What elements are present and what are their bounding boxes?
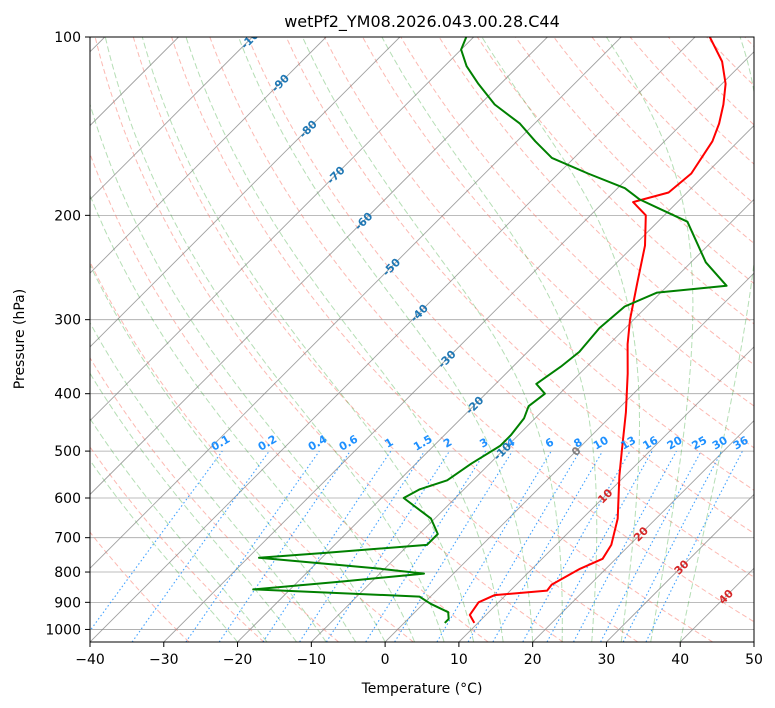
- x-tick-label: 10: [450, 652, 468, 668]
- dry-adiabat-line: [476, 37, 754, 325]
- moist-adiabat-line: [605, 37, 694, 642]
- mixing-ratio-line: [325, 450, 450, 642]
- y-tick-label: 200: [54, 208, 81, 224]
- isotherm-line: [90, 37, 622, 569]
- plot-background: [90, 37, 754, 642]
- y-tick-label: 100: [54, 30, 81, 46]
- x-tick-label: 40: [671, 652, 689, 668]
- x-axis-label: Temperature (°C): [361, 681, 483, 697]
- x-tick-label: 20: [524, 652, 542, 668]
- dewpoint-profile-line: [252, 37, 728, 624]
- moist-adiabat-line: [90, 102, 416, 642]
- isotherm-line: [90, 37, 474, 422]
- y-axis-label: Pressure (hPa): [12, 289, 28, 389]
- chart-title: wetPf2_YM08.2026.043.00.28.C44: [284, 12, 560, 32]
- dry-adiabat-line: [629, 37, 754, 165]
- x-tick-label: −40: [75, 652, 105, 668]
- mixing-ratio-line: [365, 450, 487, 642]
- moist-adiabat-line: [381, 37, 598, 642]
- y-tick-label: 800: [54, 565, 81, 581]
- moist-adiabat-line: [185, 37, 504, 642]
- isotherm-line: [311, 198, 754, 642]
- dry-adiabat-line: [94, 37, 564, 642]
- mixing-ratio-line: [492, 450, 604, 642]
- isotherm-line: [237, 124, 754, 642]
- dry-adiabat-line: [553, 37, 754, 245]
- moist-adiabat-line: [238, 37, 534, 642]
- y-tick-label: 500: [54, 444, 81, 460]
- x-tick-label: 50: [745, 652, 763, 668]
- isotherm-line: [90, 37, 696, 642]
- isotherm-line: [163, 51, 754, 642]
- x-tick-label: −30: [149, 652, 179, 668]
- profile-lines: [252, 37, 728, 624]
- x-tick-label: −20: [223, 652, 253, 668]
- moist-adiabat-line: [90, 459, 238, 642]
- y-tick-label: 1000: [45, 622, 81, 638]
- moist-adiabat-line: [90, 372, 297, 642]
- background-lines: [90, 37, 754, 642]
- y-tick-label: 900: [54, 595, 81, 611]
- plot-frame: [89, 36, 755, 643]
- mixing-ratio-line: [218, 450, 351, 642]
- moist-adiabat-line: [104, 37, 445, 642]
- mixing-ratio-line: [185, 450, 320, 642]
- mixing-ratio-line: [394, 450, 513, 642]
- mixing-ratio-line: [467, 450, 581, 642]
- x-tick-label: −10: [297, 652, 327, 668]
- moist-adiabat-line: [90, 417, 268, 642]
- isotherm-line: [90, 37, 253, 200]
- isotherm-line: [90, 37, 401, 348]
- dry-adiabat-line: [209, 37, 754, 623]
- mixing-ratio-line: [436, 450, 552, 642]
- isotherm-line: [384, 272, 754, 642]
- y-axis: 100 200 300 400 500 600 700 800 900 1000: [45, 30, 90, 638]
- x-tick-label: 30: [598, 652, 616, 668]
- mixing-ratio-line: [131, 450, 270, 642]
- x-tick-label: 0: [381, 652, 390, 668]
- dry-adiabat-line: [90, 531, 190, 642]
- x-axis: −40 −30 −20 −10 0 10 20 30 40 50: [75, 642, 763, 668]
- isotherm-line: [458, 346, 754, 642]
- isotherm-line: [90, 37, 548, 496]
- isotherm-line: [532, 420, 754, 642]
- isotherm-line: [606, 493, 754, 642]
- moist-adiabat-line: [481, 37, 640, 642]
- y-tick-label: 300: [54, 313, 81, 329]
- moist-adiabat-line: [302, 37, 563, 642]
- dry-adiabat-line: [323, 37, 754, 491]
- isotherm-line: [753, 641, 754, 642]
- moist-adiabat-line: [90, 193, 386, 642]
- isotherm-line: [90, 37, 327, 274]
- moist-adiabat-line: [90, 263, 357, 642]
- moist-adiabat-line: [679, 37, 754, 642]
- mixing-ratio-line: [90, 450, 223, 632]
- mixing-ratio-line: [522, 450, 631, 642]
- temperature-profile-line: [468, 37, 727, 624]
- y-tick-label: 600: [54, 491, 81, 507]
- dry-adiabat-line: [90, 260, 414, 642]
- y-tick-label: 700: [54, 531, 81, 547]
- mixing-ratio-line: [546, 450, 653, 642]
- moist-adiabat-line: [90, 321, 327, 642]
- dry-adiabat-line: [171, 37, 713, 642]
- dry-adiabat-line: [438, 37, 754, 366]
- dry-adiabat-line: [132, 37, 639, 642]
- dry-adiabat-line: [90, 356, 339, 642]
- y-tick-label: 400: [54, 387, 81, 403]
- dry-adiabat-line: [400, 37, 754, 407]
- moist-adiabat-line: [141, 37, 475, 642]
- mixing-ratio-line: [573, 450, 677, 642]
